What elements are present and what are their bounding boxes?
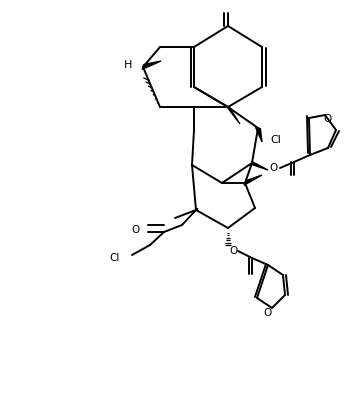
Text: O: O <box>264 308 272 318</box>
Polygon shape <box>244 175 262 185</box>
Text: Cl: Cl <box>110 253 120 263</box>
Polygon shape <box>226 105 240 124</box>
Text: O: O <box>132 225 140 235</box>
Polygon shape <box>182 208 198 225</box>
Text: H: H <box>124 60 132 70</box>
Text: O: O <box>270 163 278 173</box>
Text: O: O <box>323 114 331 124</box>
Polygon shape <box>251 161 268 170</box>
Text: Cl: Cl <box>270 135 281 145</box>
Polygon shape <box>142 61 161 69</box>
Polygon shape <box>256 127 262 142</box>
Text: O: O <box>229 246 237 256</box>
